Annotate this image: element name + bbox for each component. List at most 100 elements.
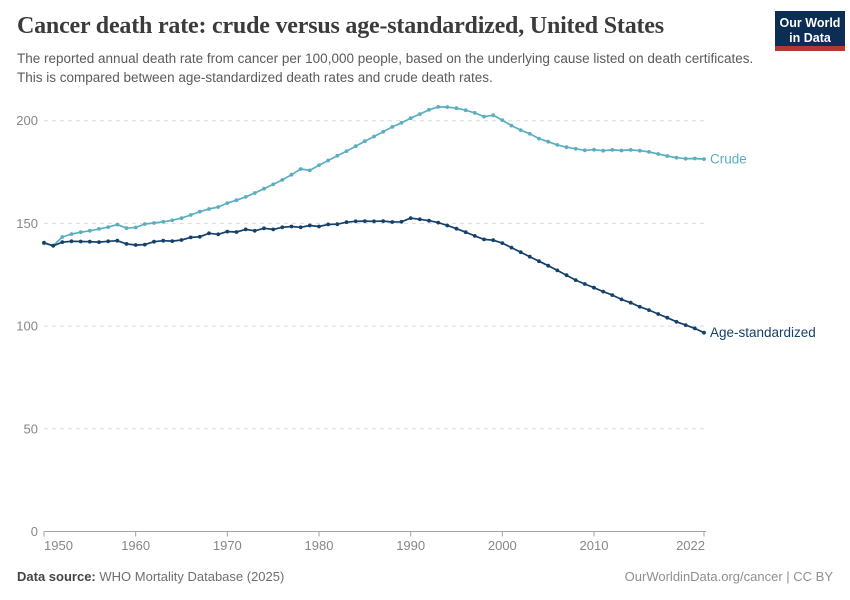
data-point [628, 148, 633, 152]
data-point [87, 228, 92, 233]
data-point [207, 231, 211, 236]
data-point [161, 219, 166, 224]
data-point [683, 323, 688, 327]
y-tick-label-100: 100 [16, 319, 38, 334]
data-point [225, 201, 230, 206]
owid-logo-text: Our World in Data [780, 16, 841, 46]
data-point [427, 107, 431, 112]
data-point [133, 225, 138, 230]
data-point [207, 207, 211, 211]
data-point [142, 222, 147, 226]
data-point [234, 198, 239, 203]
data-point [307, 223, 312, 228]
data-source-label: Data source: [17, 569, 96, 584]
data-point [692, 156, 697, 161]
data-point [546, 139, 551, 144]
data-point [610, 148, 615, 152]
page-title: Cancer death rate: crude versus age-stan… [17, 13, 664, 39]
owid-logo-red-bar [775, 46, 845, 51]
x-tick-label-2000: 2000 [488, 538, 517, 553]
data-point [372, 134, 376, 139]
data-point [152, 239, 156, 244]
data-point [216, 205, 221, 209]
data-point [78, 230, 83, 235]
data-point [482, 237, 486, 242]
license-credit[interactable]: OurWorldinData.org/cancer | CC BY [624, 569, 833, 584]
data-point [555, 268, 560, 273]
data-point [42, 240, 46, 245]
series-line-age-standardized[interactable] [43, 217, 705, 334]
data-point [188, 235, 193, 240]
data-point [179, 238, 184, 242]
data-point [472, 111, 477, 115]
data-point [436, 220, 441, 225]
data-point [463, 108, 468, 113]
data-point [252, 191, 257, 195]
data-point [702, 330, 706, 335]
data-point [592, 147, 596, 152]
data-point [592, 285, 596, 290]
data-point [582, 282, 587, 286]
data-point [262, 226, 266, 231]
data-point [417, 217, 422, 222]
data-point [225, 229, 230, 234]
data-point [509, 123, 514, 128]
y-tick-label-200: 200 [16, 113, 38, 128]
series-label-age-standardized[interactable]: Age-standardized [710, 325, 816, 340]
data-point [344, 220, 349, 225]
data-point [280, 225, 285, 230]
data-point [353, 144, 358, 149]
data-point [582, 148, 587, 153]
data-point [408, 216, 413, 221]
data-point [362, 219, 367, 224]
data-point [647, 150, 651, 154]
data-point [289, 224, 294, 229]
data-point [427, 218, 431, 223]
data-point [344, 149, 349, 154]
data-point [372, 219, 376, 224]
data-point [179, 216, 184, 221]
data-point [683, 156, 688, 161]
data-point [133, 243, 138, 247]
data-point [445, 105, 450, 109]
data-point [482, 114, 486, 119]
data-point [234, 230, 239, 234]
data-point [69, 239, 74, 244]
series-label-crude[interactable]: Crude [710, 152, 747, 167]
data-point [628, 300, 633, 305]
series-line-crude[interactable] [43, 106, 705, 247]
data-point [491, 238, 496, 243]
data-point [665, 154, 670, 158]
data-point [601, 289, 606, 294]
data-point [500, 241, 505, 246]
owid-logo[interactable]: Our World in Data [775, 11, 845, 51]
data-point [537, 259, 541, 264]
data-point [106, 239, 111, 244]
data-source: Data source: WHO Mortality Database (202… [17, 569, 284, 584]
data-point [665, 315, 670, 320]
data-point [445, 223, 450, 228]
data-point [518, 250, 523, 255]
data-point [417, 112, 422, 116]
data-point [326, 158, 331, 163]
data-point [527, 131, 532, 136]
data-point [546, 263, 551, 268]
chart-subtitle: The reported annual death rate from canc… [17, 51, 754, 85]
data-point [656, 152, 661, 156]
data-point [500, 118, 505, 122]
data-point [317, 224, 321, 229]
data-point [60, 240, 65, 245]
y-tick-label-0: 0 [31, 524, 38, 539]
x-tick-label-2010: 2010 [580, 538, 609, 553]
data-point [252, 228, 257, 233]
data-point [307, 168, 312, 173]
data-point [97, 227, 101, 231]
data-point [472, 234, 477, 238]
data-point [216, 232, 221, 237]
data-point [170, 239, 175, 244]
data-point [197, 234, 202, 239]
data-point [271, 182, 276, 187]
data-point [69, 232, 74, 237]
